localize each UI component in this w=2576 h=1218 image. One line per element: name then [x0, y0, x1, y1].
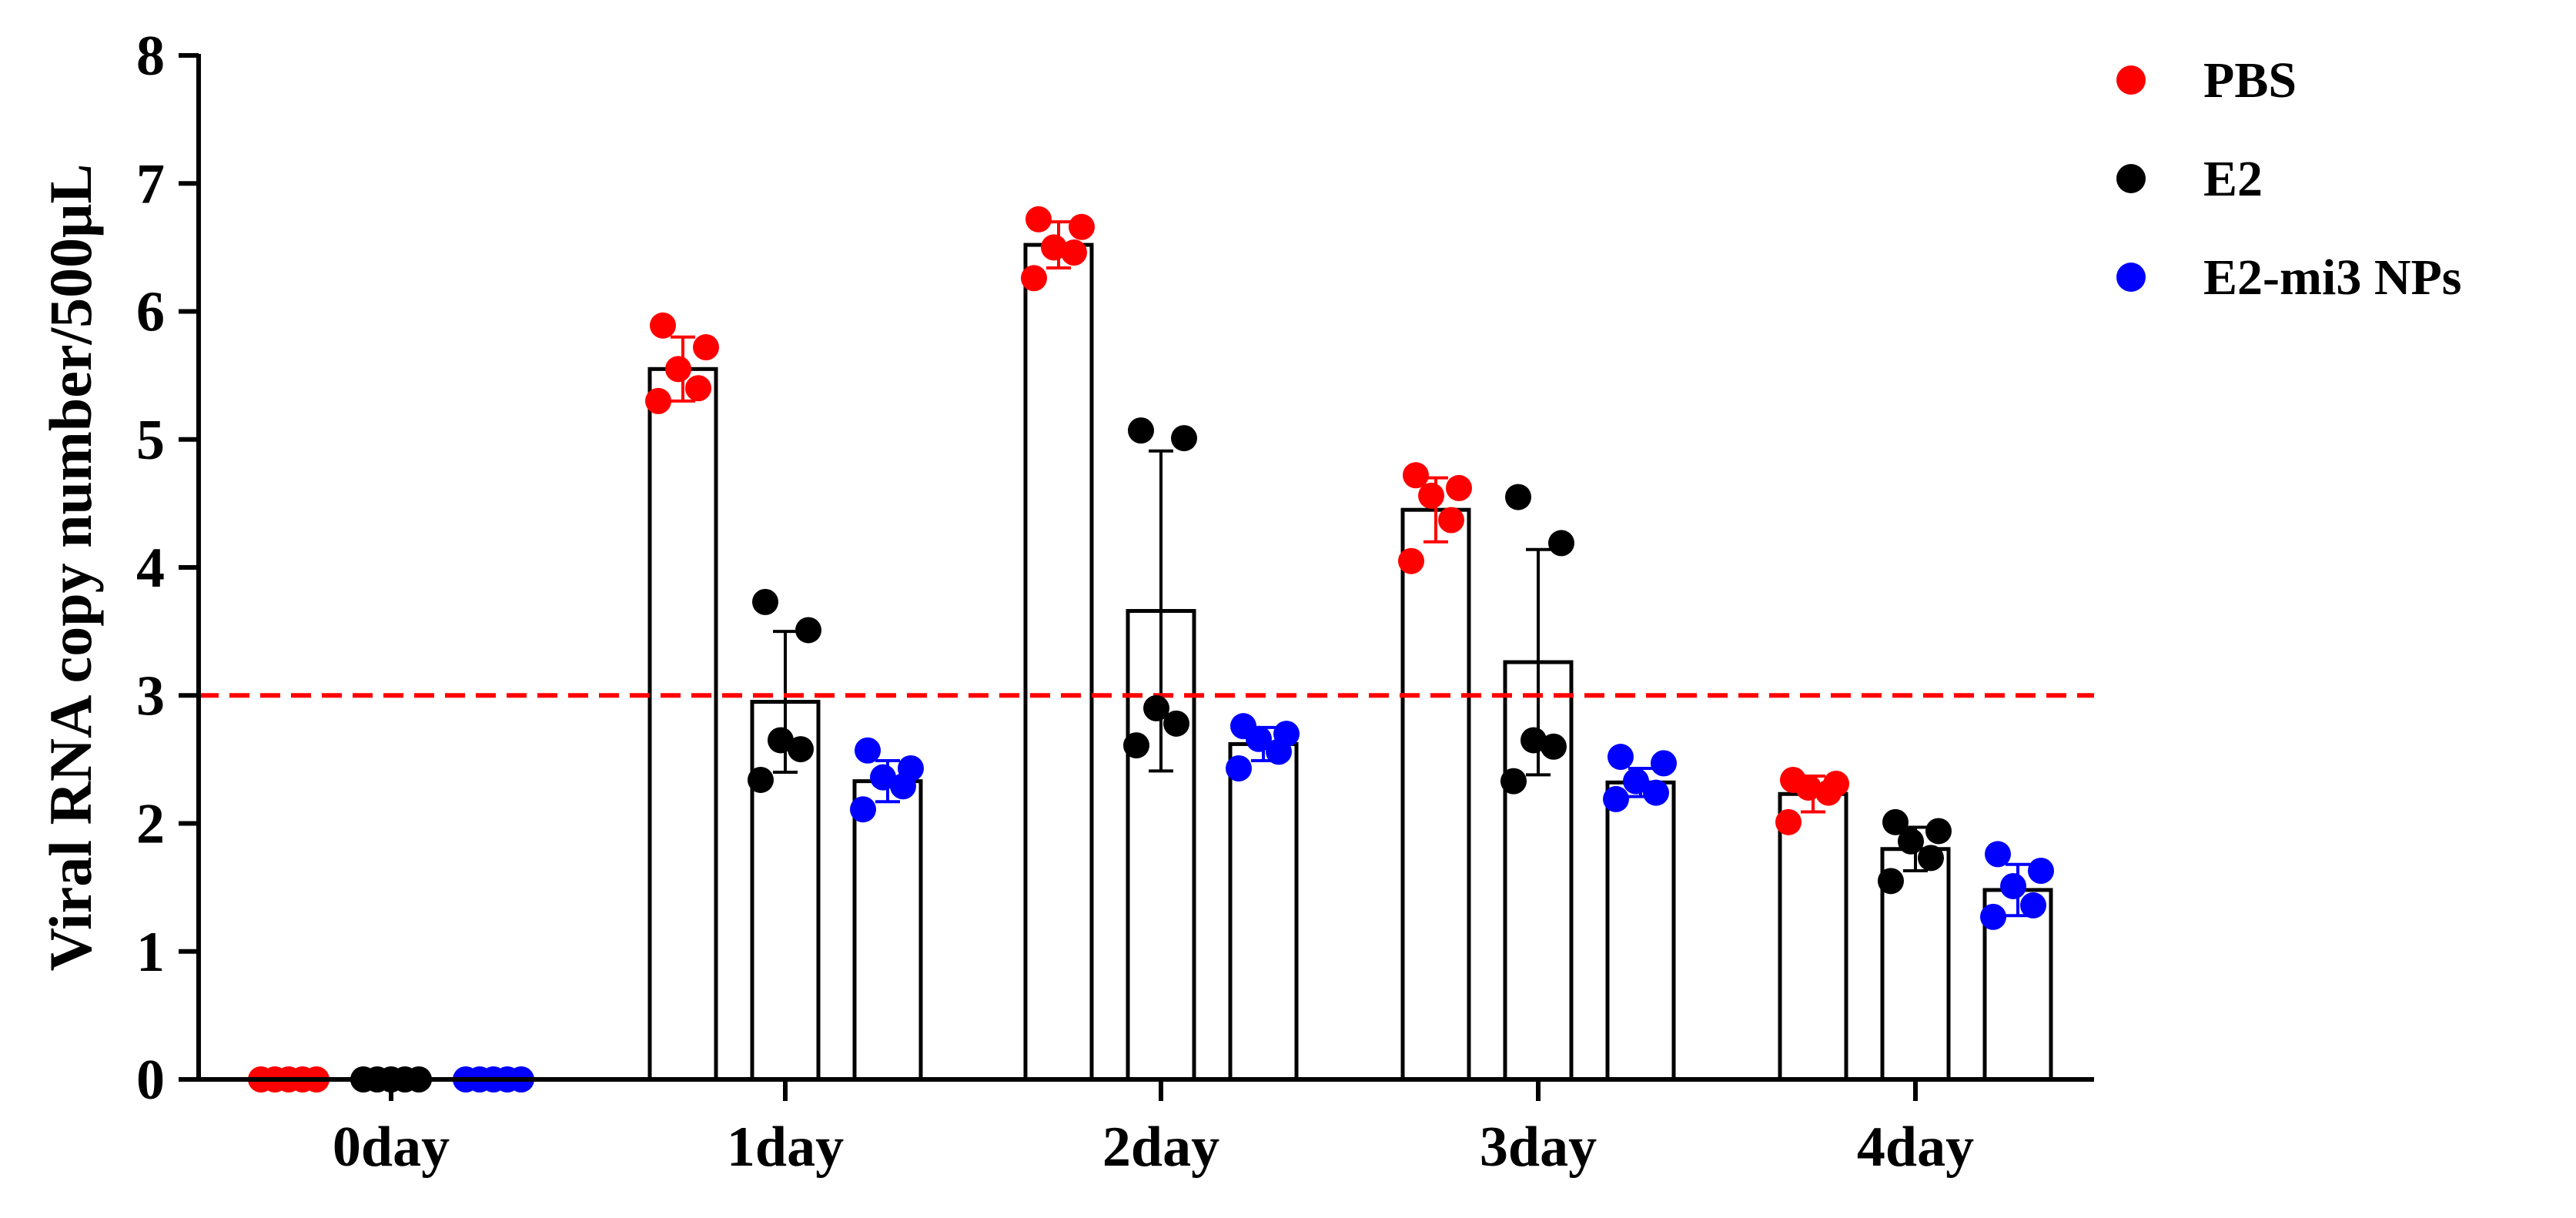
- data-point: [1163, 710, 1189, 737]
- data-point: [1446, 474, 1472, 501]
- x-tick-label: 2day: [1102, 1116, 1219, 1179]
- x-tick-label: 1day: [727, 1116, 844, 1179]
- legend-marker: [2116, 164, 2146, 193]
- data-point: [870, 764, 896, 791]
- data-point: [1918, 845, 1944, 872]
- data-point: [748, 766, 774, 793]
- data-point: [1643, 779, 1669, 806]
- data-point: [2020, 892, 2046, 919]
- data-point: [685, 375, 711, 402]
- data-point: [2000, 872, 2026, 899]
- data-point: [2028, 858, 2054, 885]
- data-point: [1403, 462, 1429, 489]
- data-point: [1815, 779, 1842, 806]
- data-point: [1775, 808, 1802, 835]
- data-point: [1246, 725, 1272, 752]
- axes-layer: 0 1 2 3 4 5 6 7 8 0day 1day 2day 3day 4day Viral RNA c…: [37, 25, 2094, 1179]
- legend-label: E2-mi3 NPs: [2203, 249, 2461, 306]
- data-point: [1500, 768, 1527, 795]
- x-tick-label: 3day: [1480, 1116, 1597, 1179]
- data-point: [1603, 785, 1629, 812]
- bar: [647, 366, 718, 1082]
- data-point: [1882, 808, 1909, 835]
- y-tick-label: 6: [136, 281, 165, 344]
- legend-marker: [2116, 263, 2146, 292]
- x-tick-label: 4day: [1857, 1116, 1974, 1179]
- y-tick-label: 3: [136, 664, 165, 728]
- data-point: [1128, 417, 1154, 444]
- data-point: [890, 773, 916, 800]
- data-point: [795, 617, 821, 644]
- bar: [1605, 780, 1676, 1082]
- bar: [1228, 741, 1299, 1082]
- data-point: [1607, 744, 1634, 771]
- data-point: [1878, 868, 1904, 895]
- data-point: [1651, 750, 1677, 777]
- data-point: [665, 356, 691, 383]
- data-point: [1418, 482, 1444, 509]
- y-axis-title: Viral RNA copy number/500μL: [37, 164, 104, 972]
- data-point: [768, 727, 794, 754]
- data-point: [1438, 507, 1464, 534]
- bar: [1023, 243, 1094, 1082]
- data-point: [1226, 755, 1252, 782]
- legend-label: E2: [2203, 151, 2263, 207]
- data-point: [1541, 733, 1567, 760]
- legend-marker: [2116, 65, 2146, 95]
- bars-layer: [647, 243, 2053, 1082]
- bar: [1400, 507, 1471, 1082]
- data-point: [1985, 841, 2011, 868]
- y-tick-label: 5: [136, 409, 165, 472]
- data-point: [788, 736, 814, 763]
- data-point: [1123, 732, 1149, 759]
- bar: [1778, 791, 1848, 1082]
- data-point: [645, 387, 671, 414]
- bar: [852, 779, 923, 1082]
- data-point: [1266, 738, 1292, 765]
- data-point: [1925, 818, 1952, 845]
- y-tick-label: 4: [136, 537, 165, 600]
- x-tick-label: 0day: [333, 1116, 450, 1179]
- data-point: [1623, 768, 1649, 795]
- legend: PBS E2 E2-mi3 NPs: [2116, 52, 2461, 306]
- data-point: [1398, 547, 1424, 574]
- data-point: [855, 737, 881, 764]
- data-point: [1521, 727, 1547, 754]
- data-point: [1041, 234, 1067, 261]
- y-tick-label: 0: [136, 1049, 165, 1112]
- y-tick-label: 1: [136, 921, 165, 984]
- y-tick-label: 7: [136, 152, 165, 216]
- data-point: [1795, 774, 1822, 801]
- data-point: [1505, 484, 1531, 510]
- data-point: [1171, 425, 1197, 452]
- legend-label: PBS: [2203, 52, 2297, 109]
- y-tick-label: 8: [136, 25, 165, 88]
- data-point: [1021, 265, 1047, 292]
- data-point: [1025, 206, 1052, 233]
- data-point: [650, 312, 676, 339]
- data-point: [850, 796, 876, 823]
- data-point: [752, 588, 778, 615]
- data-point: [1061, 239, 1087, 266]
- data-point: [693, 334, 719, 361]
- data-point: [1548, 530, 1574, 557]
- data-point: [1898, 828, 1924, 855]
- data-point: [1143, 694, 1169, 721]
- data-point: [1069, 213, 1095, 240]
- y-tick-label: 2: [136, 793, 165, 856]
- data-point: [1980, 903, 2006, 930]
